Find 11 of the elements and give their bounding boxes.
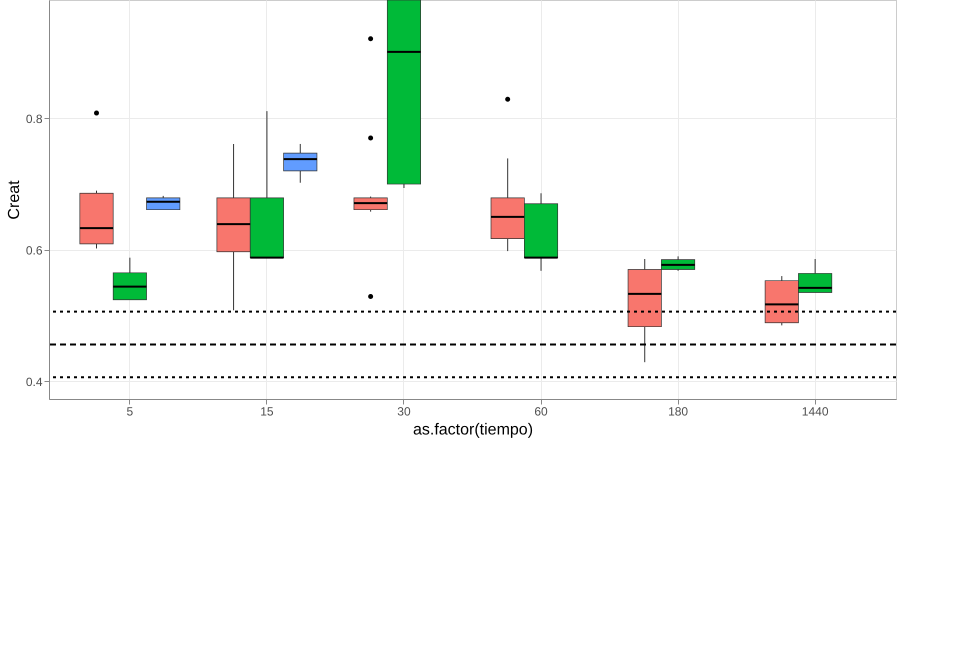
y-tick-label: 0.8 <box>26 112 43 126</box>
y-axis-title: Creat <box>6 180 23 220</box>
x-tick-label: 5 <box>126 404 134 418</box>
x-axis-title: as.factor(tiempo) <box>412 422 534 438</box>
y-tick-label: 0.4 <box>26 374 43 389</box>
x-tick-label: 1440 <box>802 404 829 418</box>
y-tick-label: 0.6 <box>26 243 43 258</box>
x-tick-label: 60 <box>534 404 548 418</box>
x-tick-label: 15 <box>260 404 274 418</box>
x-tick-label: 180 <box>668 404 688 418</box>
x-tick-label: 30 <box>397 404 411 418</box>
